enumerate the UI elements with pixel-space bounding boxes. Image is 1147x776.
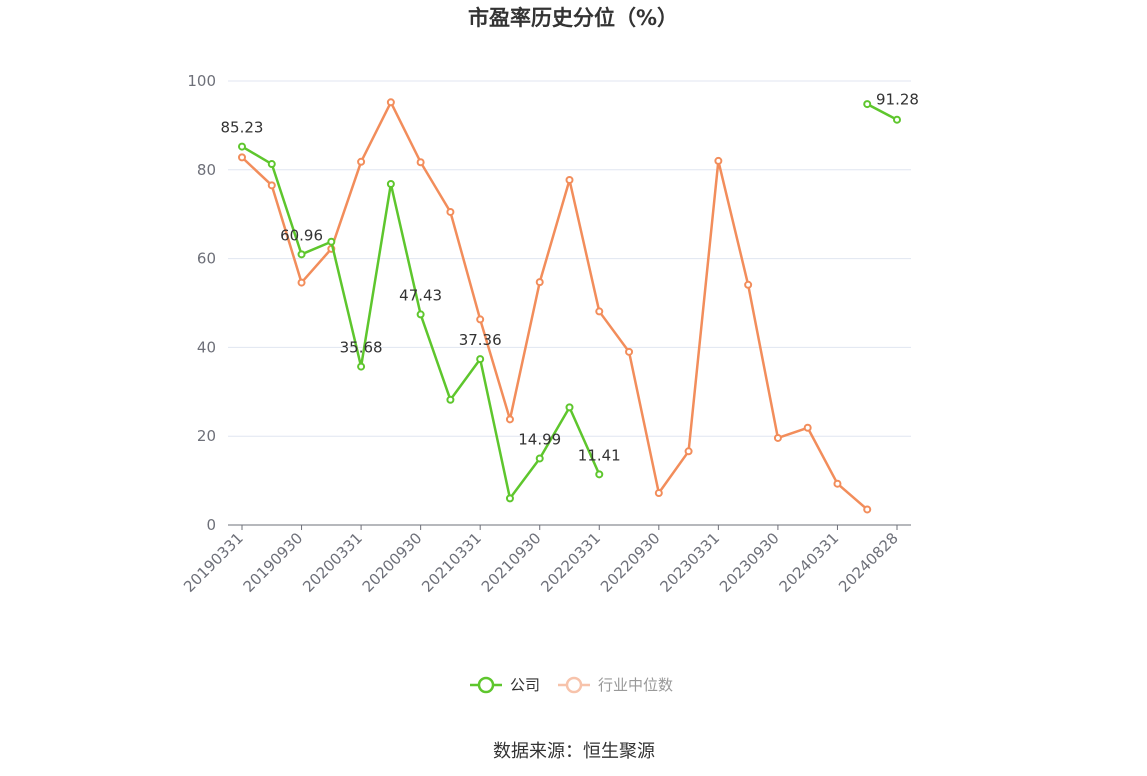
data-point[interactable] bbox=[803, 423, 812, 432]
legend[interactable]: 公司 行业中位数 bbox=[470, 676, 673, 694]
data-point[interactable] bbox=[238, 153, 246, 162]
data-label: 11.41 bbox=[578, 446, 621, 464]
x-tick-label: 20220331 bbox=[537, 529, 604, 596]
data-point[interactable] bbox=[565, 176, 574, 185]
grid-lines bbox=[228, 80, 911, 437]
data-point[interactable] bbox=[476, 315, 485, 324]
data-point[interactable] bbox=[773, 433, 782, 442]
data-point[interactable] bbox=[833, 479, 842, 488]
data-point[interactable] bbox=[238, 142, 246, 151]
data-label: 47.43 bbox=[399, 286, 442, 304]
y-tick-label: 80 bbox=[197, 161, 216, 179]
x-tick-label: 20200331 bbox=[299, 529, 366, 596]
y-tick-label: 40 bbox=[197, 338, 216, 356]
y-tick-label: 20 bbox=[197, 427, 216, 445]
data-point[interactable] bbox=[327, 237, 336, 246]
legend-label: 公司 bbox=[510, 676, 540, 694]
legend-item-industry-median[interactable]: 行业中位数 bbox=[558, 676, 673, 694]
chart-title: 市盈率历史分位（%） bbox=[468, 6, 678, 30]
data-point[interactable] bbox=[625, 347, 634, 356]
data-point[interactable] bbox=[595, 470, 604, 479]
data-label: 91.28 bbox=[876, 91, 919, 109]
data-point[interactable] bbox=[684, 447, 693, 456]
legend-label: 行业中位数 bbox=[598, 676, 673, 694]
series-company bbox=[238, 100, 901, 503]
data-point[interactable] bbox=[267, 181, 276, 190]
series-industry-median bbox=[238, 98, 872, 514]
data-point[interactable] bbox=[565, 403, 574, 412]
data-label: 37.36 bbox=[459, 331, 502, 349]
series-layer bbox=[238, 98, 901, 514]
legend-marker bbox=[477, 676, 495, 694]
series-line bbox=[241, 101, 869, 511]
data-point[interactable] bbox=[654, 489, 663, 498]
series-line bbox=[866, 102, 898, 121]
data-point[interactable] bbox=[267, 160, 276, 169]
data-point[interactable] bbox=[297, 250, 306, 259]
x-tick-label: 20220930 bbox=[597, 529, 664, 596]
data-point[interactable] bbox=[446, 207, 455, 216]
x-tick-label: 20210930 bbox=[478, 529, 545, 596]
axes: 0 20 40 60 80 100 2019033120190930202003312020… bbox=[180, 72, 911, 596]
x-tick-label: 20190930 bbox=[240, 529, 307, 596]
data-point[interactable] bbox=[893, 115, 901, 124]
data-labels: 85.23 60.96 35.68 47.43 37.36 14.99 11.41 91.28 bbox=[221, 91, 919, 465]
data-point[interactable] bbox=[505, 415, 514, 424]
x-tick-label: 20210331 bbox=[418, 529, 485, 596]
data-label: 60.96 bbox=[280, 226, 323, 244]
data-point[interactable] bbox=[714, 156, 723, 165]
data-point[interactable] bbox=[863, 505, 872, 514]
data-point[interactable] bbox=[535, 454, 544, 463]
data-point[interactable] bbox=[446, 395, 455, 404]
data-point[interactable] bbox=[386, 98, 395, 107]
data-point[interactable] bbox=[595, 307, 604, 316]
x-tick-label: 20240828 bbox=[835, 529, 902, 596]
data-point[interactable] bbox=[357, 157, 366, 166]
x-tick-label: 20200930 bbox=[359, 529, 426, 596]
x-tick-label: 20190331 bbox=[180, 529, 247, 596]
y-tick-label: 100 bbox=[187, 72, 216, 90]
data-point[interactable] bbox=[505, 494, 514, 503]
data-point[interactable] bbox=[535, 278, 544, 287]
data-point[interactable] bbox=[416, 158, 425, 167]
data-point[interactable] bbox=[416, 310, 425, 319]
data-source: 数据来源：恒生聚源 bbox=[493, 741, 655, 762]
x-tick-label: 20230930 bbox=[716, 529, 783, 596]
y-tick-label: 60 bbox=[197, 250, 216, 268]
data-label: 14.99 bbox=[518, 430, 561, 448]
x-tick-label: 20240331 bbox=[776, 529, 843, 596]
y-tick-label: 0 bbox=[206, 516, 216, 534]
data-point[interactable] bbox=[297, 278, 306, 287]
legend-item-company[interactable]: 公司 bbox=[470, 676, 540, 694]
data-point[interactable] bbox=[863, 100, 872, 109]
data-point[interactable] bbox=[357, 362, 366, 371]
data-point[interactable] bbox=[476, 355, 485, 364]
legend-marker bbox=[565, 676, 583, 694]
data-point[interactable] bbox=[744, 280, 753, 289]
data-label: 35.68 bbox=[340, 339, 383, 357]
data-point[interactable] bbox=[386, 180, 395, 189]
data-label: 85.23 bbox=[221, 119, 264, 137]
x-tick-label: 20230331 bbox=[656, 529, 723, 596]
